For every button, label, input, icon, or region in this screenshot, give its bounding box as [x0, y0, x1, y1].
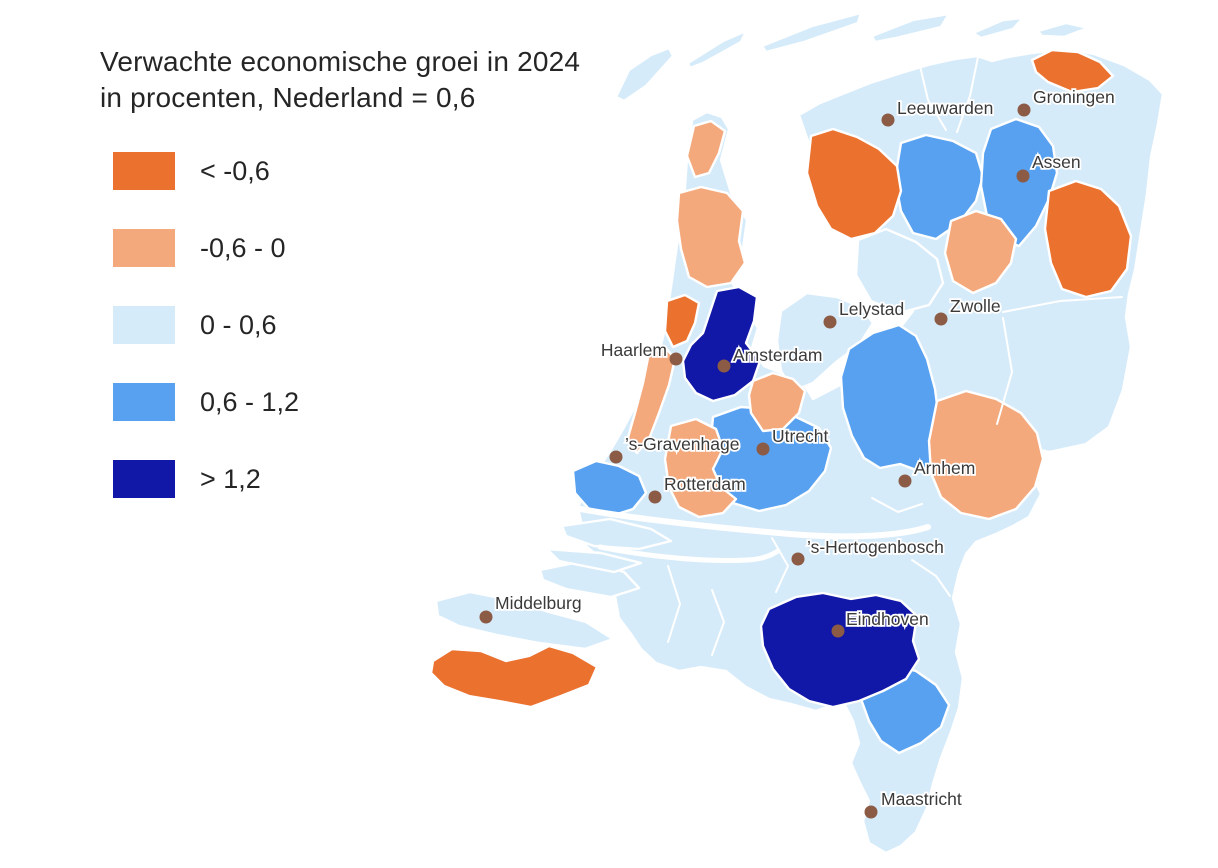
- region-schiermonnikoog: [971, 16, 1025, 40]
- region-rottumeroog: [1036, 21, 1090, 39]
- region-amsterdam-region: [681, 285, 762, 403]
- city-dot: [717, 359, 731, 373]
- legend-label-lt-m06: < -0,6: [200, 155, 270, 186]
- city-dot: [479, 610, 493, 624]
- region-friesland-mid: [893, 133, 985, 241]
- region-voorne: [560, 517, 673, 551]
- growth-medium-regions: [571, 117, 1059, 755]
- region-rotterdam-oost: [663, 417, 738, 519]
- city-dot: [881, 113, 895, 127]
- decline-strong-regions: [429, 48, 1133, 709]
- page-title: Verwachte economische groei in 2024 in p…: [100, 44, 580, 116]
- city-dot: [1016, 169, 1030, 183]
- region-alkmaar-west-friesland: [675, 185, 747, 289]
- region-kop-van-noord-holland: [685, 119, 727, 179]
- city-label: Groningen: [1033, 87, 1115, 107]
- city-dot: [1017, 103, 1031, 117]
- city-dot: [669, 352, 683, 366]
- region-groningen-northeast: [1030, 48, 1115, 94]
- legend-label-06-12: 0,6 - 1,2: [200, 386, 300, 417]
- city-dot: [609, 450, 623, 464]
- legend-swatch-0-06: [113, 306, 175, 344]
- region-eindhoven-region: [759, 591, 921, 709]
- region-goeree: [545, 547, 643, 574]
- city-label: Eindhoven: [846, 609, 929, 629]
- city-dot: [831, 624, 845, 638]
- city-dot: [648, 490, 662, 504]
- legend-item-lt-m06: < -0,6: [113, 152, 299, 190]
- region-midden-drenthe: [943, 209, 1018, 295]
- city-dot: [756, 442, 770, 456]
- region-westland: [571, 459, 648, 518]
- city-label: Maastricht: [881, 789, 962, 809]
- city-label: Arnhem: [914, 458, 975, 478]
- region-zeeland-walcheren: [434, 590, 615, 651]
- city-dot: [791, 552, 805, 566]
- city-label: Lelystad: [839, 299, 904, 319]
- region-ameland: [870, 12, 951, 44]
- legend-swatch-m06-0: [113, 229, 175, 267]
- city-dot: [898, 474, 912, 488]
- title-line-1: Verwachte economische groei in 2024: [100, 46, 581, 77]
- city-label: Utrecht: [772, 426, 829, 446]
- region-groningen-east: [1043, 179, 1133, 299]
- legend-item-gt12: > 1,2: [113, 460, 299, 498]
- city-label: ’s-Hertogenbosch: [807, 537, 944, 557]
- city-dot: [864, 805, 878, 819]
- city-dot: [823, 315, 837, 329]
- city-label: Amsterdam: [733, 345, 822, 365]
- region-terschelling: [760, 11, 863, 54]
- region-texel: [614, 46, 675, 103]
- region-noordoostpolder: [854, 227, 945, 315]
- region-assen-region: [979, 117, 1059, 248]
- decline-light-regions: [625, 119, 1045, 521]
- region-ijmond: [663, 293, 701, 349]
- region-vlieland: [686, 29, 748, 70]
- rivers: [572, 505, 931, 563]
- legend-swatch-lt-m06: [113, 152, 175, 190]
- city-label: Leeuwarden: [897, 98, 993, 118]
- city-label: Haarlem: [601, 340, 667, 360]
- city-dot: [934, 312, 948, 326]
- legend-label-0-06: 0 - 0,6: [200, 309, 277, 340]
- legend-label-gt12: > 1,2: [200, 463, 261, 494]
- legend-item-0-06: 0 - 0,6: [113, 306, 299, 344]
- region-zeeuws-vlaanderen: [429, 644, 599, 709]
- internal-borders: [667, 56, 1123, 656]
- city-label: Rotterdam: [664, 474, 746, 494]
- legend-item-m06-0: -0,6 - 0: [113, 229, 299, 267]
- city-label: Middelburg: [495, 593, 582, 613]
- legend: < -0,6 -0,6 - 0 0 - 0,6 0,6 - 1,2 > 1,2: [113, 152, 299, 537]
- cities-layer: Leeuwarden Groningen Assen Lelystad Zwolle Ha…: [479, 85, 1116, 819]
- title-line-2: in procenten, Nederland = 0,6: [100, 81, 476, 113]
- legend-swatch-gt12: [113, 460, 175, 498]
- region-achterhoek: [927, 389, 1045, 521]
- legend-item-06-12: 0,6 - 1,2: [113, 383, 299, 421]
- region-friesland-southwest: [805, 127, 903, 241]
- city-label: Zwolle: [950, 296, 1001, 316]
- growth-strong-regions: [681, 285, 921, 709]
- legend-swatch-06-12: [113, 383, 175, 421]
- city-label: ’s-Gravenhage: [625, 434, 739, 454]
- region-het-gooi: [747, 371, 807, 433]
- legend-label-m06-0: -0,6 - 0: [200, 232, 286, 263]
- city-label: Assen: [1032, 152, 1081, 172]
